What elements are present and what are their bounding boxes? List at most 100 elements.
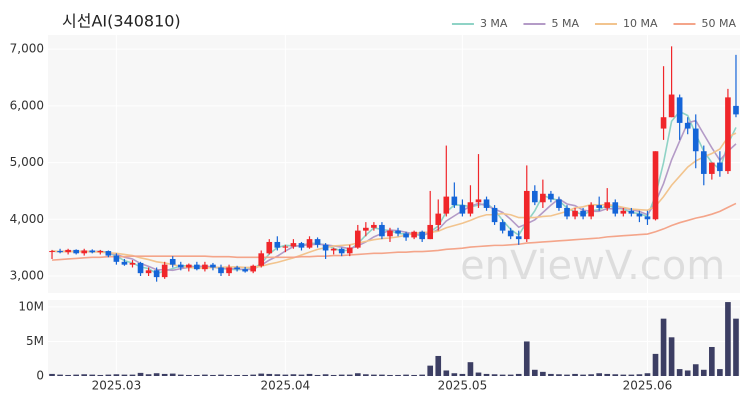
volume-bar: [218, 374, 224, 376]
volume-bar: [65, 374, 71, 376]
volume-bar: [250, 374, 257, 376]
volume-bar: [129, 374, 136, 376]
candle-body: [121, 261, 128, 265]
candle-body: [419, 231, 425, 240]
legend-label: 10 MA: [623, 17, 658, 30]
legend-label: 5 MA: [551, 17, 579, 30]
y-tick-label: 4,000: [10, 212, 44, 226]
candle-body: [411, 231, 417, 238]
volume-bar: [620, 374, 627, 376]
volume-bar: [346, 374, 353, 376]
candle-body: [274, 241, 281, 248]
candle-body: [717, 162, 723, 172]
volume-bar: [137, 372, 144, 376]
watermark: enViewV.com: [460, 243, 725, 289]
volume-bar: [668, 337, 675, 376]
volume-bar: [531, 369, 538, 376]
volume-bar: [153, 373, 160, 376]
candle-body: [169, 258, 176, 265]
candle-body: [644, 216, 651, 220]
volume-bar: [507, 374, 514, 376]
candle-body: [210, 264, 216, 268]
candle-body: [65, 249, 71, 253]
volume-bar: [403, 374, 409, 376]
candle-body: [330, 248, 337, 251]
volume-bar: [596, 373, 603, 376]
candle-body: [427, 224, 434, 240]
chart-title: 시선AI(340810): [62, 12, 181, 31]
candle-body: [475, 199, 482, 203]
volume-bar: [113, 374, 120, 376]
candle-body: [499, 222, 506, 231]
volume-bar: [387, 374, 393, 376]
candle-body: [548, 193, 554, 200]
candle-body: [306, 239, 313, 248]
x-tick-label: 2025.06: [623, 379, 673, 393]
y-tick-label: 3,000: [10, 268, 44, 282]
candle-body: [387, 230, 393, 237]
volume-bar: [234, 374, 240, 376]
volume-bar: [81, 374, 88, 376]
volume-bar: [379, 374, 385, 376]
volume-bar: [202, 374, 208, 376]
candle-body: [338, 248, 345, 254]
volume-bar: [290, 374, 297, 376]
price-panel: [48, 35, 740, 293]
candle-body: [218, 267, 224, 274]
candle-body: [668, 94, 675, 118]
volume-bar: [475, 372, 482, 376]
candle-body: [250, 265, 257, 272]
candle-body: [242, 269, 248, 272]
volume-bar: [298, 374, 305, 376]
candle-body: [596, 205, 603, 208]
volume-bar: [282, 374, 289, 376]
candle-body: [202, 264, 208, 270]
volume-bar: [226, 374, 232, 376]
volume-bar: [258, 373, 265, 376]
volume-bar: [483, 373, 490, 376]
volume-bar: [692, 364, 699, 376]
candle-body: [49, 251, 55, 253]
volume-bar: [242, 374, 248, 376]
volume-bar: [169, 373, 176, 376]
candle-body: [379, 224, 385, 237]
y-tick-label: 7,000: [10, 42, 44, 56]
volume-bar: [354, 373, 361, 376]
candle-body: [564, 207, 570, 217]
candle-body: [177, 264, 184, 268]
legend-label: 3 MA: [480, 17, 508, 30]
volume-bar: [515, 373, 522, 376]
volume-bar: [700, 369, 707, 376]
volume-bar: [194, 374, 200, 376]
ma-line: [51, 132, 737, 269]
volume-bar: [733, 318, 739, 376]
candle-body: [371, 224, 377, 228]
y-tick-label: 5,000: [10, 155, 44, 169]
candle-body: [403, 233, 409, 238]
candle-body: [684, 122, 691, 129]
volume-bar: [161, 373, 168, 376]
candle-body: [129, 262, 136, 265]
candle-body: [363, 227, 369, 231]
volume-bar: [451, 373, 458, 376]
candle-body: [137, 262, 144, 274]
volume-bar: [322, 374, 329, 376]
candle-body: [354, 230, 361, 248]
candle-body: [258, 253, 265, 266]
volume-bar: [652, 353, 659, 376]
x-tick-label: 2025.05: [438, 379, 488, 393]
volume-bar: [644, 373, 651, 376]
y-tick-label: 10M: [18, 299, 44, 313]
candle-body: [298, 243, 305, 248]
volume-bar: [330, 374, 337, 376]
x-tick-label: 2025.04: [261, 379, 311, 393]
candle-body: [81, 250, 88, 254]
candle-body: [346, 247, 353, 254]
volume-bar: [363, 374, 369, 376]
volume-bar: [467, 362, 474, 376]
volume-bar: [73, 374, 79, 376]
volume-bar: [185, 374, 192, 376]
volume-bar: [684, 370, 691, 376]
legend-label: 50 MA: [701, 17, 736, 30]
